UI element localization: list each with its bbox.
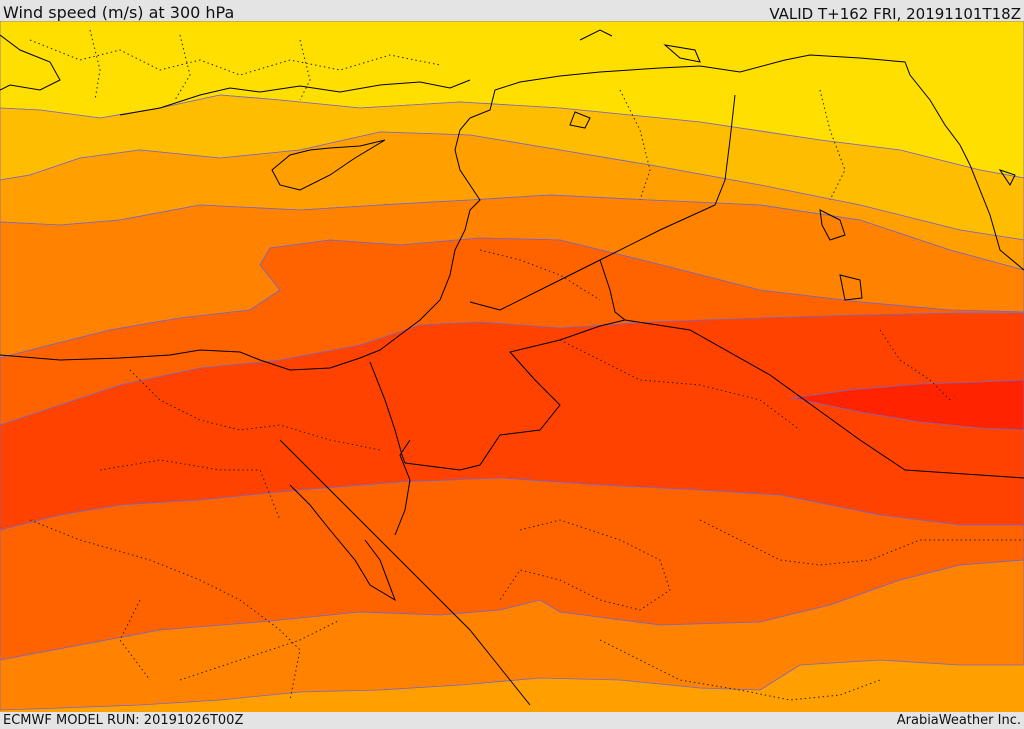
coastlines [0,29,1016,706]
model-run-label: ECMWF MODEL RUN: 20191026T00Z [3,713,244,728]
band-orange-south [0,559,1024,711]
band-red-core [791,379,1024,431]
brand-credit: ArabiaWeather Inc. [896,713,1021,728]
header-bar [0,0,1024,21]
valid-time: VALID T+162 FRI, 20191101T18Z [769,5,1021,23]
wind-speed-map [0,21,1024,712]
map-title: Wind speed (m/s) at 300 hPa [3,3,235,22]
footer-bar [0,712,1024,729]
admin-boundaries [29,29,1024,701]
borders [369,54,1024,479]
